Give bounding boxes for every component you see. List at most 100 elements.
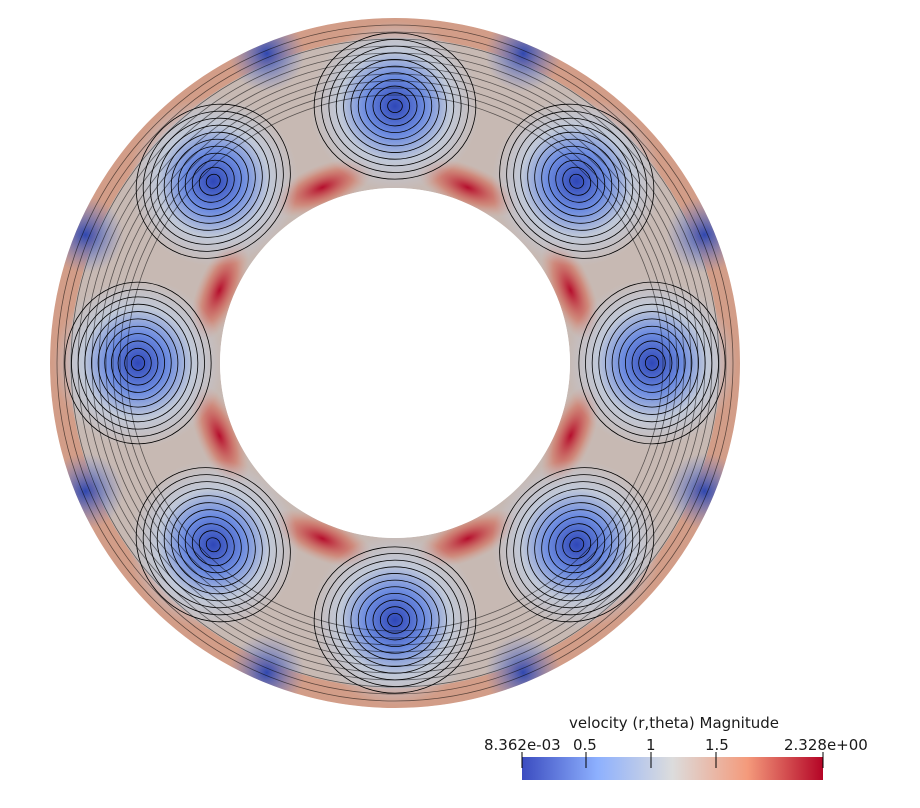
streamline [548, 152, 606, 210]
streamline [98, 66, 692, 660]
streamline [112, 80, 678, 646]
streamline [499, 467, 655, 623]
streamline [618, 325, 686, 401]
streamline [130, 355, 146, 371]
streamline [110, 333, 165, 393]
streamline [177, 145, 249, 217]
outer-gap [485, 18, 562, 92]
outer-gap [50, 196, 124, 273]
streamline [585, 289, 719, 437]
streamline [124, 347, 152, 379]
streamline [506, 474, 648, 616]
streamline [198, 530, 228, 560]
streamline [135, 467, 291, 623]
streamline [170, 502, 256, 588]
outer-gap [485, 634, 562, 708]
streamline [365, 79, 425, 134]
streamline [555, 523, 599, 567]
streamline [205, 173, 221, 189]
streamline [117, 340, 159, 386]
streamline [644, 355, 660, 371]
streamline [70, 38, 720, 688]
streamline [578, 281, 726, 445]
colorbar [521, 752, 824, 780]
streamline [321, 39, 469, 173]
colorbar-gradient [522, 757, 823, 780]
streamline [387, 98, 403, 114]
streamline [357, 586, 433, 654]
streamline [631, 340, 673, 386]
streamline [64, 281, 212, 445]
streamline [548, 516, 606, 574]
streamline [198, 166, 228, 196]
streamline [534, 138, 620, 224]
streamline [372, 85, 418, 127]
streamline [499, 103, 655, 259]
streamline [638, 347, 666, 379]
streamline [63, 31, 727, 695]
streamline [119, 87, 671, 639]
colorbar-title: velocity (r,theta) Magnitude [569, 714, 779, 732]
streamline [104, 325, 172, 401]
streamline [555, 159, 599, 203]
streamline [321, 553, 469, 687]
streamline [350, 579, 440, 661]
streamline [343, 59, 447, 153]
inner-hole [220, 188, 570, 538]
streamline [84, 52, 706, 674]
streamline [534, 502, 620, 588]
streamline [191, 159, 235, 203]
outer-gap [666, 453, 741, 530]
streamline [313, 546, 477, 694]
streamline [105, 73, 685, 653]
streamline [126, 94, 664, 632]
streamline [71, 289, 205, 437]
streamline [343, 573, 447, 667]
streamline [527, 495, 627, 595]
streamline [611, 318, 693, 408]
streamline [77, 45, 713, 681]
colorbar-tick-1: 1 [646, 736, 656, 754]
streamline [177, 509, 249, 581]
streamline [605, 311, 699, 415]
streamline [387, 612, 403, 628]
colorbar-tick-1.5: 1.5 [705, 736, 729, 754]
streamline [379, 606, 411, 634]
streamline [184, 516, 242, 574]
streamline [142, 474, 284, 616]
streamline [541, 509, 613, 581]
streamline [91, 311, 185, 415]
colorbar-tick-0.5: 0.5 [573, 736, 597, 754]
streamlines [56, 24, 734, 702]
streamline [205, 537, 221, 553]
streamline [562, 166, 592, 196]
streamline [506, 110, 648, 252]
vortex-core [310, 21, 480, 191]
streamline [562, 530, 592, 560]
streamline [357, 72, 433, 140]
streamline [365, 592, 425, 647]
streamline [97, 318, 179, 408]
streamline [142, 110, 284, 252]
streamline [313, 32, 477, 180]
streamline [191, 523, 235, 567]
streamline [569, 537, 585, 553]
streamline [625, 333, 680, 393]
outer-gap [228, 18, 305, 92]
streamline [135, 103, 291, 259]
streamline [91, 59, 699, 667]
streamline [569, 173, 585, 189]
colorbar-tick-max: 2.328e+00 [784, 736, 868, 754]
streamline [350, 65, 440, 147]
outer-gap [666, 196, 741, 273]
streamline [163, 131, 263, 231]
vortex-core [567, 278, 737, 448]
streamline [527, 131, 627, 231]
outer-gap [50, 453, 124, 530]
vortex-core [310, 535, 480, 705]
streamline [379, 92, 411, 120]
streamline [372, 599, 418, 641]
streamline [56, 24, 734, 702]
streamline [541, 145, 613, 217]
outer-gap [228, 634, 305, 708]
